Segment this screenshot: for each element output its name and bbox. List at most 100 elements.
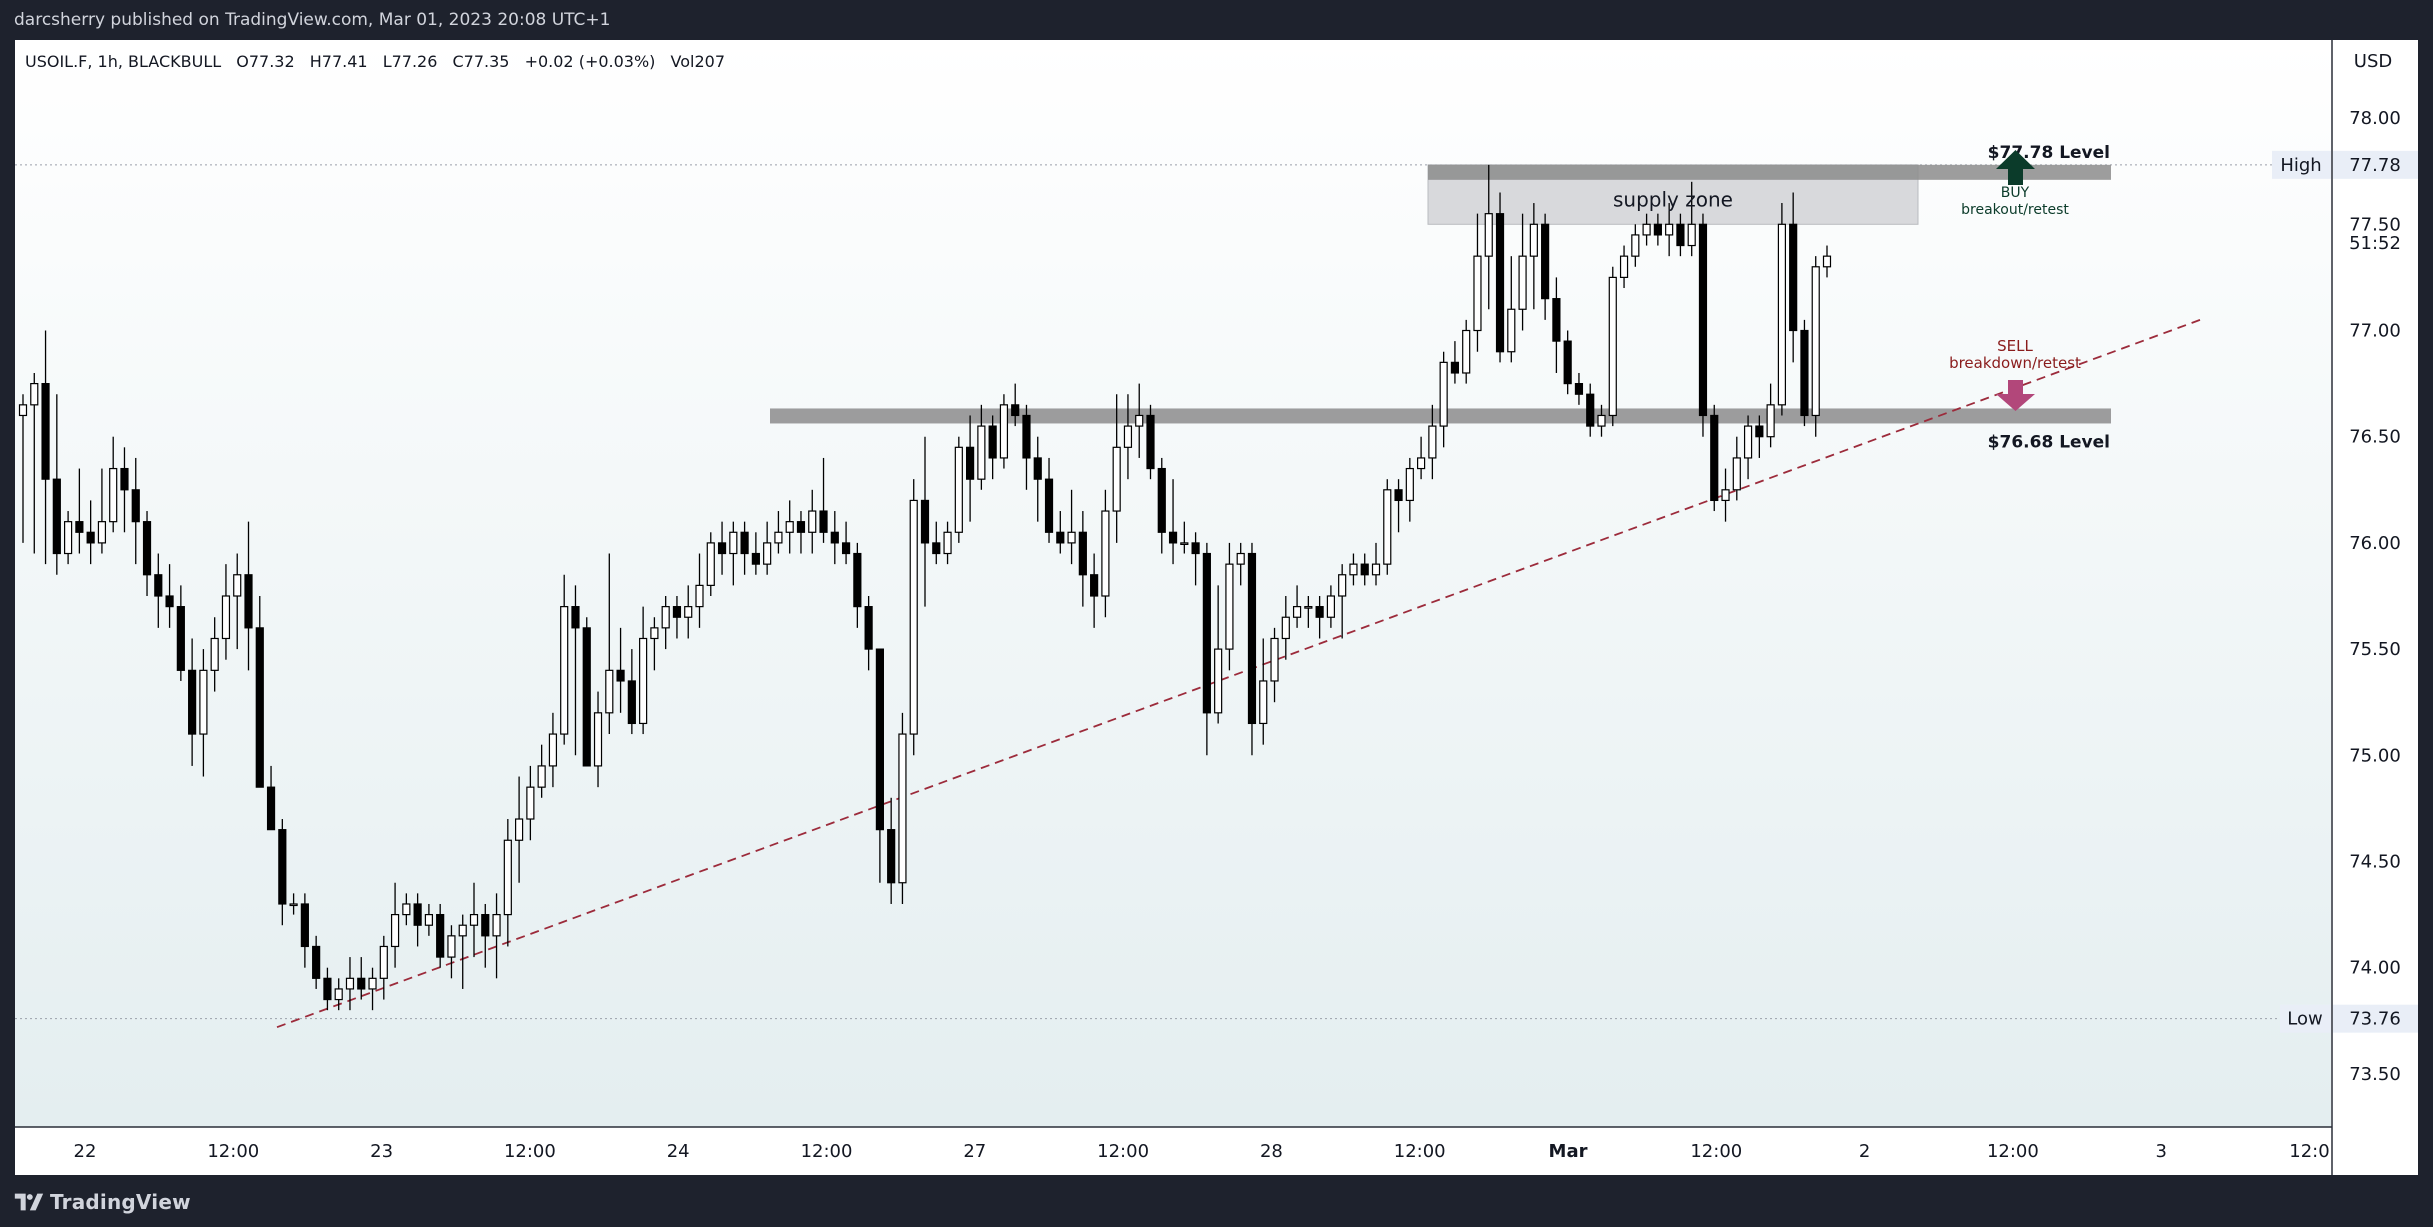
candle-body (841, 542, 851, 555)
candle-body (1270, 637, 1279, 682)
candle-body (1281, 616, 1290, 640)
candle-body (616, 669, 625, 682)
candle-body (97, 521, 107, 544)
candle-body (830, 531, 839, 544)
high-value-label: 77.78 (2349, 155, 2401, 176)
lower-level-label: $76.68 Level (1988, 432, 2110, 452)
candle-body (887, 829, 896, 884)
ascending-trendline[interactable] (276, 319, 2201, 1029)
candle-body (627, 680, 636, 725)
candle-body (323, 977, 332, 1001)
candle-body (1405, 467, 1414, 502)
candle-body (109, 467, 118, 523)
candle-body (988, 425, 997, 459)
candle-body (131, 489, 140, 523)
candle-body (402, 903, 411, 916)
candle-body (1022, 414, 1031, 459)
candle-body (1292, 606, 1302, 618)
time-axis-ticks[interactable]: 22 12:00 23 12:00 24 12:00 27 12:00 28 12:00 Mar 12… (74, 1141, 2330, 1162)
tradingview-brand: TradingView (50, 1190, 191, 1214)
candle-body (492, 913, 501, 937)
candle-body (1090, 574, 1099, 597)
candle-body (1574, 383, 1584, 395)
candle-body (244, 574, 253, 629)
candle-body (717, 542, 727, 555)
buy-label: BUY (2001, 185, 2030, 201)
candle-body (447, 935, 456, 958)
time-tick-label: 3 (2155, 1141, 2166, 1162)
candle-body (390, 913, 400, 948)
candle-body (1135, 414, 1144, 427)
time-tick-label: 12:00 (1690, 1141, 1742, 1162)
plot-background (15, 40, 2331, 1127)
publisher-text: darcsherry published on TradingView.com,… (14, 10, 611, 30)
candle-body (1597, 414, 1606, 427)
candle-body (1236, 552, 1245, 565)
candle-body (278, 829, 287, 905)
candle-body (266, 786, 276, 831)
candle-body (999, 404, 1009, 459)
price-tick-label: 73.50 (2349, 1064, 2401, 1085)
candle-body (1168, 531, 1178, 544)
high-marker-tag (2272, 150, 2331, 179)
candle-body (210, 637, 219, 671)
price-axis-background (2331, 40, 2418, 1175)
candle-body (796, 521, 806, 533)
candle-body (920, 499, 930, 544)
candle-body (41, 383, 50, 480)
candle-body (469, 913, 479, 926)
candle-body (1044, 478, 1054, 533)
legend-volume: Vol207 (671, 52, 725, 71)
upper-level-band[interactable] (1428, 164, 2111, 180)
time-tick-label: 2 (1859, 1141, 1870, 1162)
candle-body (672, 606, 682, 618)
time-tick-label: 12:00 (207, 1141, 259, 1162)
price-tick-label: 74.00 (2349, 958, 2401, 979)
time-tick-label: 22 (74, 1141, 97, 1162)
candle-body (582, 627, 591, 767)
candle-body (1755, 425, 1764, 438)
candle-body (1011, 404, 1020, 417)
candle-body (1371, 563, 1381, 576)
candle-body (808, 510, 817, 533)
symbol-legend[interactable]: USOIL.F, 1h, BLACKBULL O77.32 H77.41 L77… (25, 52, 725, 71)
candle-body (1462, 329, 1471, 374)
candle-body (977, 425, 986, 480)
price-axis-ticks[interactable]: 78.00 77.50 77.00 76.50 76.00 75.50 75.00 74.50… (2349, 108, 2401, 1085)
candle-body (763, 542, 772, 565)
price-chart[interactable]: supply zone $77.78 Level $76.68 Level BU… (15, 40, 2418, 1175)
candle-body (1619, 255, 1629, 279)
candle-body (413, 903, 422, 926)
candle-body (334, 988, 343, 1001)
candle-body (751, 552, 760, 565)
candle-body (75, 521, 84, 533)
candle-body (221, 595, 231, 640)
candle-body (379, 945, 388, 979)
tradingview-logo[interactable]: TradingView (14, 1190, 191, 1214)
candle-body (165, 595, 174, 608)
buy-sublabel: breakout/retest (1961, 202, 2069, 218)
candle-body (593, 712, 603, 767)
candle-body (1202, 552, 1211, 714)
time-tick-label: 23 (370, 1141, 393, 1162)
candle-body (526, 786, 535, 820)
low-marker-tag (2280, 1004, 2331, 1033)
low-marker-label: Low (2287, 1009, 2322, 1030)
candle-body (639, 637, 648, 725)
sell-sublabel: breakdown/retest (1949, 354, 2081, 372)
price-tick-label: 75.00 (2349, 745, 2401, 766)
candle-body (571, 606, 580, 629)
candle-body (729, 531, 738, 555)
candle-body (1326, 595, 1335, 618)
candle-body (86, 531, 95, 544)
candle-body (1789, 223, 1798, 332)
time-tick-label: 28 (1260, 1141, 1283, 1162)
candle-body (1247, 552, 1257, 725)
time-tick-label: 12:00 (1097, 1141, 1149, 1162)
high-marker-label: High (2280, 155, 2321, 176)
legend-change: +0.02 (+0.03%) (525, 52, 656, 71)
candle-body (1067, 531, 1076, 544)
candle-body (853, 552, 862, 608)
currency-label[interactable]: USD (2354, 51, 2392, 72)
candle-body (1123, 425, 1133, 448)
